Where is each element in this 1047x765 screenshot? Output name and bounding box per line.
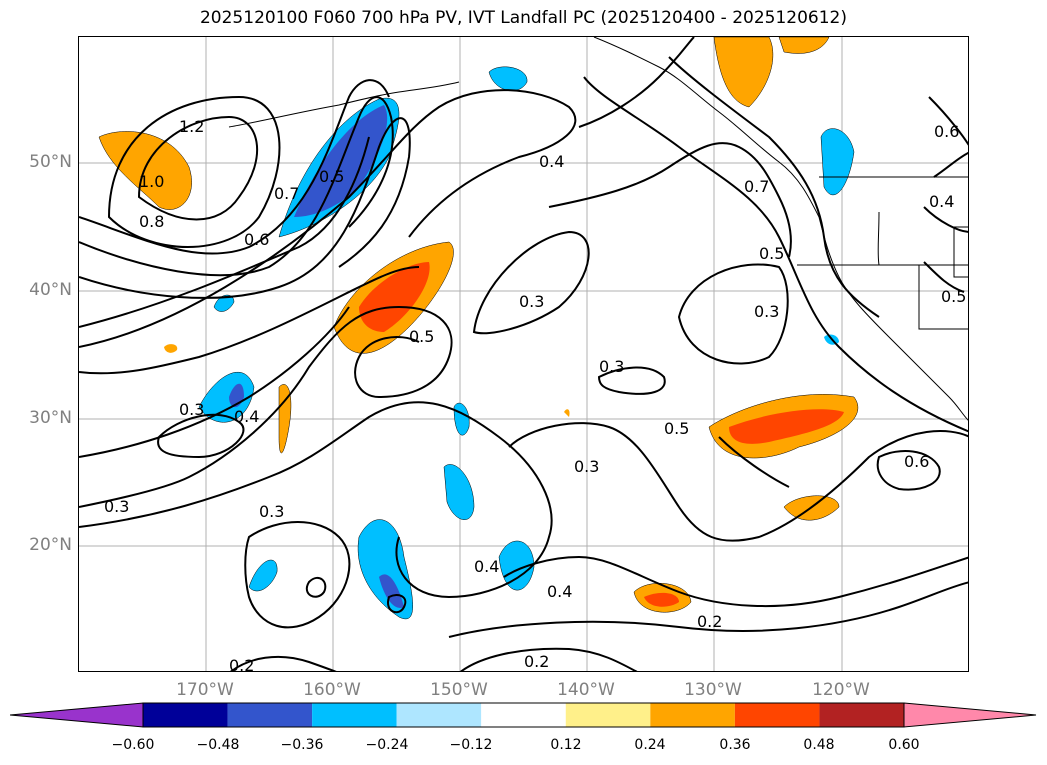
- contour-label: 0.4: [234, 407, 259, 426]
- lon-label: 140°W: [557, 680, 615, 700]
- colorbar-tick: −0.48: [196, 737, 240, 753]
- colorbar: [9, 702, 1037, 728]
- lon-label: 120°W: [812, 680, 870, 700]
- coastlines: [228, 37, 968, 421]
- positive-pv-regions: [98, 37, 859, 613]
- contour-label: 0.2: [524, 652, 549, 671]
- negative-pv-regions: [198, 66, 855, 620]
- colorbar-tick: −0.24: [365, 737, 409, 753]
- colorbar-tick: 0.12: [550, 737, 582, 753]
- contour-label: 0.5: [409, 327, 434, 346]
- contour-label: 1.2: [179, 117, 204, 136]
- contour-label: 0.5: [319, 167, 344, 186]
- contour-label: 0.3: [259, 502, 284, 521]
- colorbar-tick: 0.60: [888, 737, 920, 753]
- lon-label: 150°W: [430, 680, 488, 700]
- colorbar-segment: [312, 703, 397, 727]
- contour-label: 0.6: [244, 230, 269, 249]
- colorbar-tick: 0.36: [719, 737, 751, 753]
- contour-label: 0.8: [139, 212, 164, 231]
- colorbar-svg: [9, 702, 1037, 728]
- colorbar-segment: [734, 703, 820, 727]
- lat-label: 20°N: [29, 535, 72, 555]
- contour-label: 0.6: [934, 122, 959, 141]
- colorbar-segment: [227, 703, 313, 727]
- colorbar-extend-high: [903, 702, 1037, 728]
- contour-label: 0.3: [599, 357, 624, 376]
- map-panel: 1.2 1.0 0.8 0.7 0.6 0.5 0.4 0.3 0.5 0.3 …: [78, 36, 969, 672]
- colorbar-tick: −0.12: [449, 737, 493, 753]
- contour-label: 0.2: [229, 656, 254, 672]
- colorbar-segment: [481, 703, 566, 727]
- colorbar-segment: [819, 703, 904, 727]
- lat-label: 50°N: [29, 152, 72, 172]
- pv-contours: [79, 37, 968, 671]
- lat-label: 30°N: [29, 408, 72, 428]
- colorbar-segment: [650, 703, 735, 727]
- lon-label: 130°W: [684, 680, 742, 700]
- contour-label: 0.4: [474, 557, 499, 576]
- lon-label: 170°W: [176, 680, 234, 700]
- colorbar-segment: [143, 703, 228, 727]
- lon-label: 160°W: [303, 680, 361, 700]
- colorbar-extend-low: [9, 702, 144, 728]
- colorbar-tick: 0.48: [803, 737, 835, 753]
- contour-label: 0.5: [759, 244, 784, 263]
- colorbar-segment: [565, 703, 651, 727]
- colorbar-tick: 0.24: [634, 737, 666, 753]
- plot-title: 2025120100 F060 700 hPa PV, IVT Landfall…: [199, 8, 847, 28]
- contour-label: 0.5: [664, 419, 689, 438]
- contour-label: 0.4: [539, 152, 564, 171]
- contour-label: 0.4: [547, 582, 572, 601]
- contour-label: 1.0: [139, 172, 164, 191]
- contour-label: 0.5: [941, 287, 966, 306]
- contour-label: 0.3: [104, 497, 129, 516]
- colorbar-tick: −0.60: [111, 737, 155, 753]
- contour-label: 0.4: [929, 192, 954, 211]
- contour-label: 0.3: [754, 302, 779, 321]
- map-svg: 1.2 1.0 0.8 0.7 0.6 0.5 0.4 0.3 0.5 0.3 …: [79, 37, 968, 672]
- contour-label: 0.3: [519, 292, 544, 311]
- contour-label: 0.3: [574, 457, 599, 476]
- contour-label: 0.6: [904, 452, 929, 471]
- contour-label: 0.2: [697, 612, 722, 631]
- contour-label: 0.3: [179, 400, 204, 419]
- colorbar-tick: −0.36: [280, 737, 324, 753]
- contour-label: 0.7: [744, 177, 769, 196]
- colorbar-segment: [396, 703, 482, 727]
- lat-label: 40°N: [29, 280, 72, 300]
- contour-label: 0.7: [274, 184, 299, 203]
- contour-label-group: 1.2 1.0 0.8 0.7 0.6 0.5 0.4 0.3 0.5 0.3 …: [104, 117, 966, 672]
